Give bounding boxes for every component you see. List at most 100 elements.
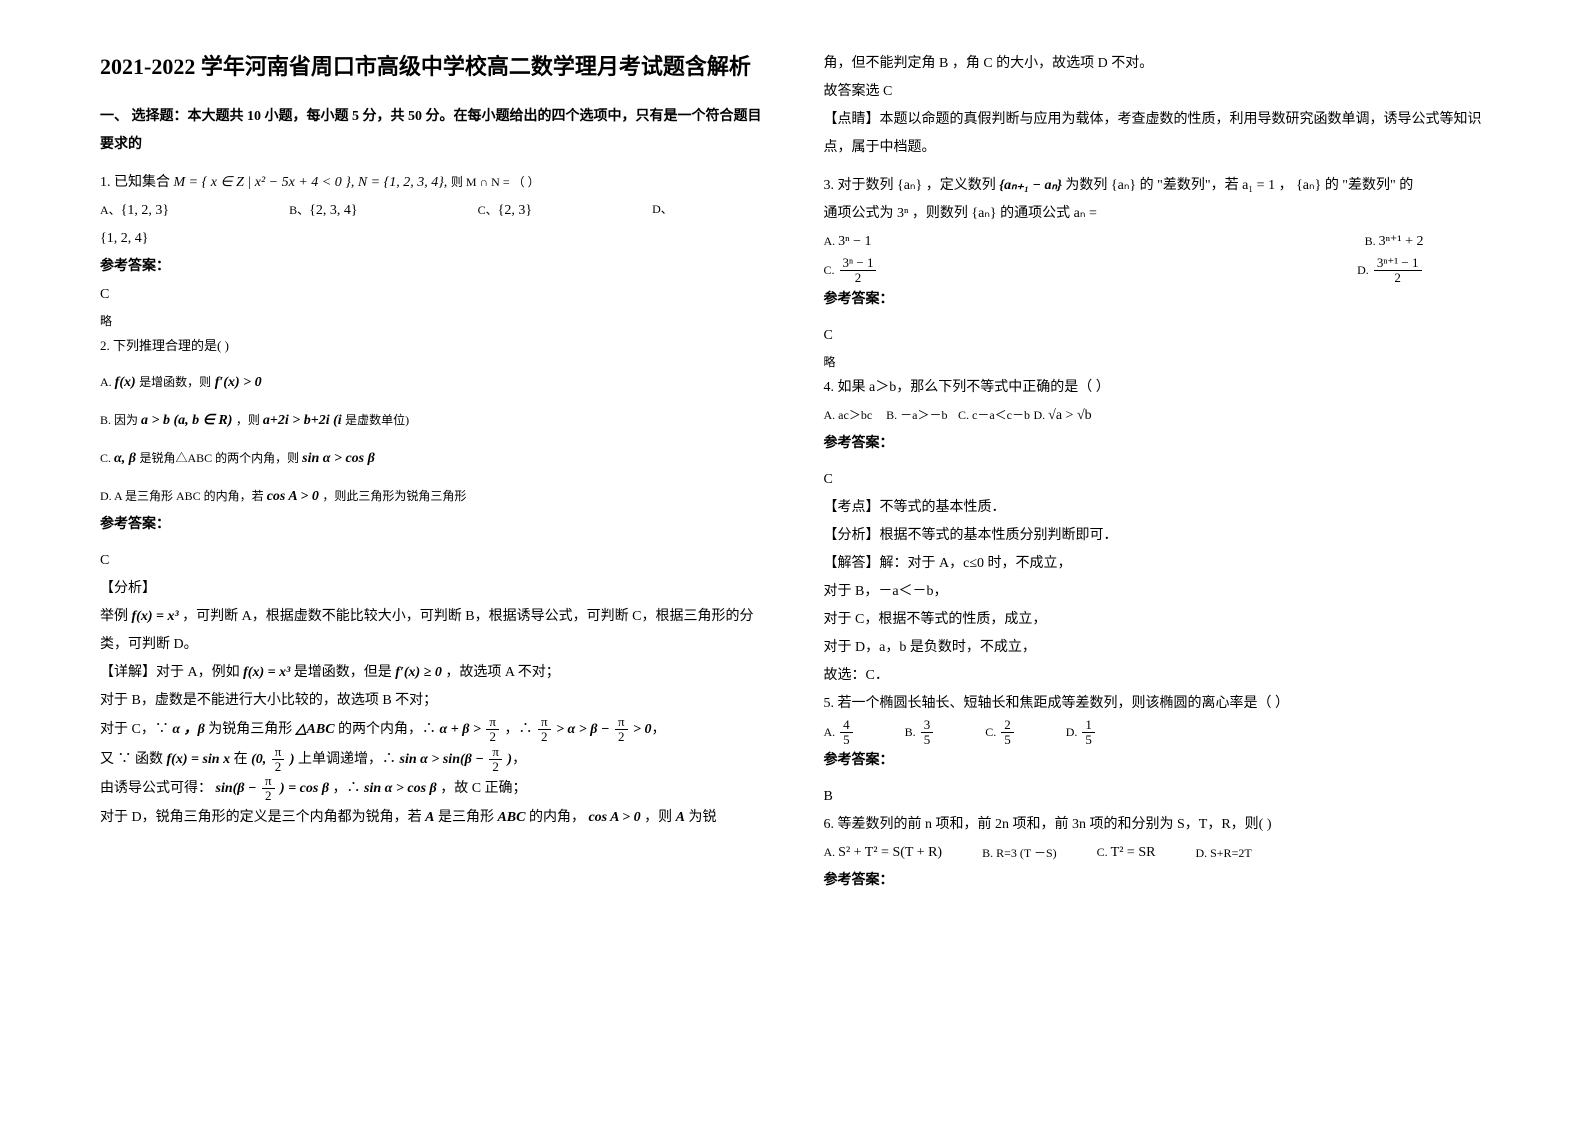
q3-b: 3ⁿ⁺¹ + 2 (1379, 234, 1424, 249)
abc-sym: △ABC (296, 722, 335, 737)
q4-kd: 【考点】不等式的基本性质． (824, 494, 1488, 522)
xj-head: 【详解】对于 A，例如 (100, 665, 240, 680)
an-sym2: {aₙ} (1111, 178, 1136, 193)
q4-opts: A. ac＞bc B. －a＞－b C. c－a＜c－b D. √a > √b (824, 402, 1488, 430)
q5-d-pre: D. (1066, 725, 1081, 739)
gt0-sym: > 0 (633, 722, 651, 737)
p6e: 为锐 (689, 810, 717, 825)
abpi-sym: α + β > (440, 722, 485, 737)
an-sym3: {aₙ} (1296, 178, 1321, 193)
q1-stem-a: 1. 已知集合 (100, 175, 170, 190)
abpi2-sym: > α > β − (556, 722, 613, 737)
q1-opt-a-pre: A、 (100, 203, 121, 217)
q2-opt-b: B. 因为 a > b (a, b ∈ R) ，则 a+2i > b+2i (i… (100, 407, 764, 435)
p1a: 举例 (100, 609, 128, 624)
A-sym2: A (676, 810, 685, 825)
p5c: ，故 C 正确； (440, 781, 526, 796)
q4-fx: 【分析】根据不等式的基本性质分别判断即可． (824, 522, 1488, 550)
q6-a-pre: A. (824, 845, 839, 859)
q1-ans-label: 参考答案： (100, 253, 764, 281)
q2-b-pre: B. 因为 (100, 413, 141, 427)
an-sym4: {aₙ} (971, 206, 996, 221)
q2-a-pre: A. (100, 375, 115, 389)
fpx3-sym: f′(x) ≥ 0 (395, 665, 442, 680)
p5a: 由诱导公式可得： (100, 781, 212, 796)
q3-opts-row1: A. 3ⁿ − 1 B. 3ⁿ⁺¹ + 2 (824, 228, 1424, 256)
q5a-num: 4 (840, 718, 853, 733)
q2-d-pre: D. A 是三角形 ABC 的内角，若 (100, 489, 267, 503)
section-1-head: 一、 选择题：本大题共 10 小题，每小题 5 分，共 50 分。在每小题给出的… (100, 103, 764, 159)
an-sym: {aₙ} (897, 178, 922, 193)
q5-a-pre: A. (824, 725, 839, 739)
p6a: 对于 D，锐角三角形的定义是三个内角都为锐角，若 (100, 810, 425, 825)
q1-answer-note: 略 (100, 309, 764, 333)
q5d-num: 1 (1082, 718, 1095, 733)
sinab2-sym: ) (507, 752, 512, 767)
q4-jd2: 对于 B，－a＜－b， (824, 578, 1488, 606)
q3e: ， (1279, 178, 1293, 193)
q1-opt-b: {2, 3, 4} (309, 203, 357, 218)
doc-title: 2021-2022 学年河南省周口市高级中学校高二数学理月考试题含解析 (100, 50, 764, 83)
q1-options-row: A、{1, 2, 3} B、{2, 3, 4} C、{2, 3} D、 (100, 197, 764, 225)
q3-ans-label: 参考答案： (824, 286, 1488, 314)
q5c-num: 2 (1001, 718, 1014, 733)
q3-answer-note: 略 (824, 350, 1488, 374)
q2-detail-p3: 对于 C，∵ α ，β 为锐角三角形 △ABC 的两个内角，∴ α + β > … (100, 715, 764, 745)
p6b: 是三角形 (438, 810, 498, 825)
q2-analysis-head: 【分析】 (100, 575, 764, 603)
q5-answer: B (824, 783, 1488, 811)
q3-b-pre: B. (1365, 234, 1379, 248)
q3b: ，定义数列 (926, 178, 996, 193)
sinbc-sym: sin(β − (216, 781, 260, 796)
pi-den3: 2 (615, 730, 628, 744)
q1-stem-b: 则 M ∩ N = （ ） (451, 175, 540, 189)
question-5-stem: 5. 若一个椭圆长轴长、短轴长和焦距成等差数列，则该椭圆的离心率是（ ） (824, 690, 1488, 718)
q3g: 通项公式为 (824, 206, 894, 221)
q3d-den: 2 (1374, 271, 1422, 285)
A-sym: A (425, 810, 434, 825)
q5-c-pre: C. (985, 725, 999, 739)
q6-opts: A. S² + T² = S(T + R) B. R=3 (T －S) C. T… (824, 839, 1488, 867)
question-6-stem: 6. 等差数列的前 n 项和，前 2n 项和，前 3n 项的和分别为 S，T，R… (824, 811, 1488, 839)
q5-ans-label: 参考答案： (824, 747, 1488, 775)
ab-sym: α, β (114, 451, 136, 466)
r-p2: 故答案选 C (824, 78, 1488, 106)
pi-den6: 2 (262, 789, 275, 803)
q1-opt-c: {2, 3} (498, 203, 532, 218)
question-2-stem: 2. 下列推理合理的是( ) (100, 333, 764, 359)
q4-ans-label: 参考答案： (824, 430, 1488, 458)
q1-opt-a: {1, 2, 3} (121, 203, 169, 218)
right-column: 角，但不能判定角 B ，角 C 的大小，故选项 D 不对。 故答案选 C 【点睛… (824, 50, 1488, 895)
pi-num4: π (272, 745, 285, 760)
aneq-sym: aₙ = (1074, 206, 1097, 221)
q2-detail-p1: 【详解】对于 A，例如 f(x) = x³ 是增函数，但是 f′(x) ≥ 0 … (100, 659, 764, 687)
q5-opts: A. 45 B. 35 C. 25 D. 15 (824, 718, 1488, 748)
q6-ans-label: 参考答案： (824, 867, 1488, 895)
p3d: ，∴ (505, 722, 533, 737)
q2-opt-d: D. A 是三角形 ABC 的内角，若 cos A > 0 ，则此三角形为锐角三… (100, 483, 764, 511)
sinacb-sym: sin α > cos β (364, 781, 437, 796)
ab-sym2: α ，β (172, 722, 204, 737)
q1-set-formula: M = { x ∈ Z | x² − 5x + 4 < 0 }, N = {1,… (174, 175, 448, 190)
p6c: 的内角， (529, 810, 585, 825)
xj-b: ，故选项 A 不对； (445, 665, 559, 680)
q3h: ，则数列 (912, 206, 968, 221)
q2-c-pre: C. (100, 451, 114, 465)
q3-a-pre: A. (824, 234, 839, 248)
q6-b: B. R=3 (T －S) (982, 841, 1057, 865)
an1-sym: {aₙ₊₁ − aₙ} (999, 178, 1062, 193)
q2-opt-a: A. f(x) 是增函数，则 f′(x) > 0 (100, 369, 764, 397)
q3d: 的 "差数列"，若 (1140, 178, 1239, 193)
q3c: 为数列 (1065, 178, 1107, 193)
q4-d-pre: D. (1033, 408, 1048, 422)
q5a-den: 5 (840, 733, 853, 747)
a1-sym: a₁ = 1 (1242, 178, 1275, 193)
int2-sym: ) (290, 752, 295, 767)
q5b-num: 3 (921, 718, 934, 733)
p3a: 对于 C，∵ (100, 722, 172, 737)
q6-d: D. S+R=2T (1195, 841, 1251, 865)
q4-b: B. －a＞－b (886, 408, 947, 422)
q3-opts-row2: C. 3ⁿ − 12 D. 3ⁿ⁺¹ − 12 (824, 256, 1424, 286)
q1-opt-c-pre: C、 (478, 203, 498, 217)
fx3-sym2: f(x) = x³ (243, 665, 290, 680)
